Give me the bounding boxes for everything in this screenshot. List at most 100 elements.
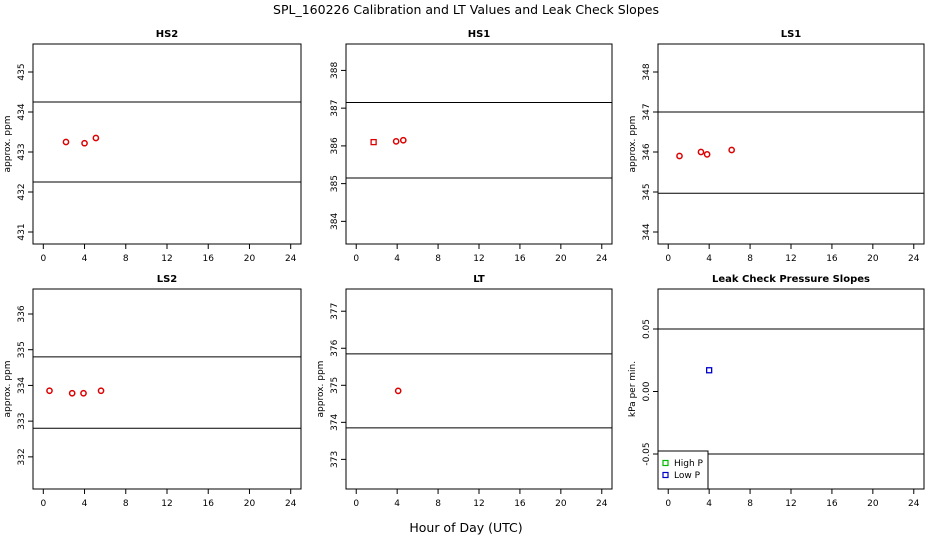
y-tick-label: 435 [17, 63, 27, 80]
figure-x-axis-label: Hour of Day (UTC) [409, 520, 522, 535]
x-tick-label: 12 [473, 254, 484, 264]
x-tick-label: 12 [161, 254, 172, 264]
legend-label: Low P [674, 471, 701, 481]
y-tick-label: 376 [330, 339, 340, 356]
x-tick-label: 12 [785, 254, 796, 264]
panels: HS2 approx. ppm 0 4 8 12 16 20 24 431 432 433 434 435… [3, 29, 925, 509]
legend-label: High P [674, 459, 704, 469]
x-tick-label: 8 [747, 499, 753, 509]
panel-title: LS1 [781, 29, 802, 40]
x-tick-label: 20 [867, 254, 879, 264]
data-point [62, 138, 70, 146]
x-tick-label: 8 [123, 499, 129, 509]
x-tick-label: 24 [596, 254, 608, 264]
x-tick-label: 20 [555, 254, 567, 264]
x-tick-label: 16 [514, 254, 526, 264]
x-tick-label: 4 [394, 254, 400, 264]
panel-leak-check-pressure-slopes: Leak Check Pressure Slopes kPa per min. 0 4… [628, 274, 925, 509]
y-axis-label: kPa per min. [628, 361, 638, 417]
legend-marker [662, 471, 669, 479]
y-tick-label: 334 [17, 377, 27, 394]
panel-title: LS2 [157, 274, 178, 285]
y-tick-label: 348 [642, 63, 652, 80]
data-point [394, 387, 402, 395]
x-tick-label: 12 [161, 499, 172, 509]
panel-title: HS1 [468, 29, 491, 40]
plot-frame [345, 288, 613, 490]
y-tick-label: 0.05 [642, 319, 652, 339]
y-tick-label: 433 [17, 143, 27, 160]
y-tick-label: 333 [17, 413, 27, 430]
data-point [370, 138, 377, 146]
data-point [703, 151, 711, 158]
legend-box [657, 450, 709, 490]
legend-marker [662, 459, 669, 467]
panel-ls1: LS1 approx. ppm 0 4 8 12 16 20 24 344 345 346 347 348 [628, 29, 925, 264]
y-tick-label: 431 [17, 223, 27, 240]
data-point [399, 136, 407, 144]
legend: High P Low P [657, 450, 709, 490]
plot-frame [32, 288, 302, 490]
y-tick-label: 373 [330, 451, 340, 468]
y-tick-label: 336 [17, 305, 27, 322]
x-tick-label: 0 [665, 499, 671, 509]
y-axis-label: approx. ppm [316, 361, 326, 418]
y-tick-label: 375 [330, 377, 340, 394]
plot-frame [32, 43, 302, 245]
data-point [697, 148, 705, 156]
panel-hs1: HS1 0 4 8 12 16 20 24 384 385 386 387 388 [330, 29, 613, 264]
x-tick-label: 20 [555, 499, 567, 509]
data-point [46, 387, 53, 395]
x-tick-label: 0 [665, 254, 671, 264]
x-tick-label: 4 [82, 254, 88, 264]
x-tick-label: 8 [435, 254, 441, 264]
data-point [706, 367, 713, 374]
x-tick-label: 4 [82, 499, 88, 509]
x-tick-label: 4 [706, 254, 712, 264]
y-tick-label: 386 [330, 137, 340, 154]
y-tick-label: 385 [330, 175, 340, 192]
data-point [392, 138, 400, 145]
y-axis-label: approx. ppm [3, 116, 13, 173]
y-tick-label: 384 [330, 213, 340, 230]
y-tick-label: 345 [642, 183, 652, 200]
y-tick-label: 432 [17, 183, 27, 200]
data-point [68, 389, 76, 397]
data-point [92, 134, 100, 142]
x-tick-label: 24 [285, 499, 297, 509]
y-tick-label: 347 [642, 103, 652, 120]
plot-frame [657, 43, 925, 245]
data-point [676, 152, 683, 160]
x-tick-label: 8 [435, 499, 441, 509]
x-tick-label: 16 [203, 254, 215, 264]
data-point [97, 387, 105, 395]
x-tick-label: 12 [785, 499, 796, 509]
x-tick-label: 16 [826, 254, 838, 264]
panel-title: HS2 [156, 29, 179, 40]
y-tick-label: 388 [330, 62, 340, 79]
data-point [81, 139, 88, 147]
x-tick-label: 0 [40, 254, 46, 264]
x-tick-label: 12 [473, 499, 484, 509]
plot-frame [345, 43, 613, 245]
x-tick-label: 16 [514, 499, 526, 509]
x-tick-label: 24 [285, 254, 297, 264]
x-tick-label: 24 [908, 499, 920, 509]
y-tick-label: -0.05 [642, 442, 652, 465]
x-tick-label: 4 [394, 499, 400, 509]
x-tick-label: 24 [908, 254, 920, 264]
panel-title: LT [473, 274, 485, 285]
panel-ls2: LS2 approx. ppm 0 4 8 12 16 20 24 332 333 334 335 336 [3, 274, 302, 509]
panel-hs2: HS2 approx. ppm 0 4 8 12 16 20 24 431 432 433 434 435 [3, 29, 302, 264]
y-axis-label: approx. ppm [628, 116, 638, 173]
x-tick-label: 8 [747, 254, 753, 264]
y-tick-label: 0.00 [642, 381, 652, 401]
x-tick-label: 8 [123, 254, 129, 264]
x-tick-label: 4 [706, 499, 712, 509]
x-tick-label: 20 [244, 254, 256, 264]
data-point [728, 146, 736, 154]
data-point [80, 389, 87, 397]
panel-lt: LT approx. ppm 0 4 8 12 16 20 24 373 374 375 376 377 [316, 274, 613, 509]
y-tick-label: 374 [330, 413, 340, 430]
